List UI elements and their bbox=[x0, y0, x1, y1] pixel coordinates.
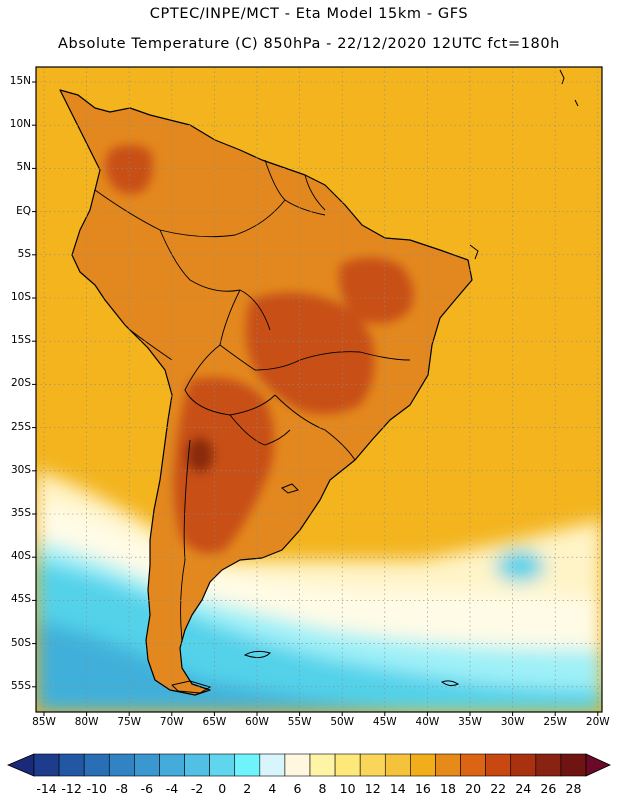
colorbar-swatch bbox=[58, 753, 85, 777]
south-america-landmass bbox=[59, 89, 473, 696]
colorbar-swatch bbox=[159, 753, 185, 777]
colorbar-tick-label: 14 bbox=[389, 781, 406, 796]
lon-label: 65W bbox=[202, 716, 227, 728]
lat-label: 20S bbox=[10, 377, 31, 390]
colorbar-tick-label: 16 bbox=[414, 781, 431, 796]
colorbar-tick-label: 28 bbox=[565, 781, 582, 796]
lat-label: 35S bbox=[10, 507, 31, 519]
colorbar-tick-label: -10 bbox=[86, 781, 107, 796]
colorbar-tick-label: 6 bbox=[293, 781, 302, 796]
cool-band-blue bbox=[36, 620, 420, 712]
colorbar-swatch bbox=[535, 753, 562, 777]
hot-core-northeast bbox=[339, 257, 414, 324]
colorbar-swatch bbox=[560, 753, 587, 777]
lon-label: 70W bbox=[159, 716, 184, 728]
colorbar-tick-label: 2 bbox=[243, 781, 252, 796]
colorbar-low-arrow bbox=[6, 753, 35, 777]
colorbar-swatch bbox=[485, 753, 512, 777]
south-georgia bbox=[440, 680, 460, 687]
colorbar-tick-label: 8 bbox=[318, 781, 327, 796]
lat-label: 10S bbox=[10, 291, 31, 303]
cold-eddy bbox=[496, 550, 544, 582]
colorbar-tick-label: -6 bbox=[140, 781, 154, 796]
colorbar-tick-label: -14 bbox=[36, 781, 57, 796]
colorbar-tick-label: 18 bbox=[440, 781, 456, 796]
colorbar-tick-label: 10 bbox=[339, 781, 356, 796]
lat-label: 5N bbox=[16, 161, 31, 174]
colorbar-tick-label: 12 bbox=[364, 781, 381, 796]
lon-label: 75W bbox=[117, 716, 142, 728]
hot-core-north-coast bbox=[105, 145, 154, 194]
colorbar-swatch bbox=[359, 753, 386, 777]
lat-label: 45S bbox=[10, 593, 31, 606]
lat-label: 55S bbox=[10, 679, 31, 692]
colorbar-tick-label: 20 bbox=[465, 781, 482, 796]
colorbar-tick-label: 4 bbox=[268, 781, 277, 796]
colorbar-tick-label: -4 bbox=[165, 781, 179, 796]
lon-label: 45W bbox=[372, 716, 397, 728]
colorbar-swatch bbox=[384, 753, 411, 777]
colorbar-swatch bbox=[134, 753, 160, 777]
colorbar-swatch bbox=[435, 753, 461, 777]
colorbar-swatch bbox=[184, 753, 210, 777]
lat-label: 10N bbox=[9, 118, 31, 131]
lon-label: 55W bbox=[287, 716, 312, 728]
lat-label: 15S bbox=[10, 334, 31, 347]
colorbar-tick-label: 24 bbox=[515, 781, 532, 796]
lon-label: 60W bbox=[245, 716, 269, 728]
lat-label: 50S bbox=[10, 636, 31, 649]
country-borders bbox=[94, 159, 411, 641]
hottest-spot bbox=[186, 437, 214, 473]
lon-label: 30W bbox=[500, 716, 525, 728]
colorbar-swatch bbox=[334, 753, 361, 777]
lat-label: 40S bbox=[10, 550, 31, 563]
lon-label: 40W bbox=[415, 716, 440, 728]
colorbar-tick-label: -2 bbox=[190, 781, 204, 796]
colorbar-swatch bbox=[309, 753, 336, 777]
colorbar-tick-label: -12 bbox=[61, 781, 82, 796]
falkland-islands bbox=[243, 650, 271, 659]
colorbar-swatch bbox=[259, 753, 286, 777]
colorbar-tick-label: 0 bbox=[218, 781, 227, 796]
lon-label: 50W bbox=[330, 716, 355, 728]
map-title: CPTEC/INPE/MCT - Eta Model 15km - GFS bbox=[149, 6, 469, 22]
colorbar bbox=[6, 753, 611, 777]
lat-label: 30S bbox=[10, 463, 31, 476]
map-frame bbox=[35, 66, 603, 713]
lat-label: EQ bbox=[16, 204, 31, 217]
lat-label: 25S bbox=[10, 420, 31, 433]
colorbar-tick-label: 22 bbox=[490, 781, 507, 796]
colorbar-swatch bbox=[510, 753, 537, 777]
lat-label: 15N bbox=[9, 75, 31, 87]
lon-label: 20W bbox=[585, 716, 610, 728]
colorbar-swatch bbox=[284, 753, 311, 777]
lat-label: 5S bbox=[17, 247, 31, 260]
axis-ticks bbox=[32, 81, 599, 716]
colorbar-swatch bbox=[234, 753, 261, 777]
hot-core-chaco bbox=[173, 377, 274, 554]
colorbar-swatch bbox=[460, 753, 486, 777]
colorbar-swatch bbox=[83, 753, 110, 777]
colorbar-tick-label: 26 bbox=[540, 781, 557, 796]
lon-label: 85W bbox=[32, 716, 56, 728]
colorbar-swatch bbox=[209, 753, 236, 777]
tierra-del-fuego bbox=[171, 680, 212, 694]
colorbar-swatch bbox=[108, 753, 135, 777]
colorbar-swatch bbox=[33, 753, 60, 777]
map-subtitle: Absolute Temperature (C) 850hPa - 22/12/… bbox=[58, 36, 560, 52]
lon-label: 25W bbox=[543, 716, 568, 728]
hot-core-central bbox=[246, 292, 375, 414]
lon-label: 80W bbox=[74, 716, 99, 728]
colorbar-tick-label: -8 bbox=[115, 781, 129, 796]
colorbar-swatch bbox=[410, 753, 436, 777]
lon-label: 35W bbox=[458, 716, 482, 728]
colorbar-high-arrow bbox=[585, 753, 611, 777]
lagoon-south-brazil bbox=[281, 483, 299, 494]
